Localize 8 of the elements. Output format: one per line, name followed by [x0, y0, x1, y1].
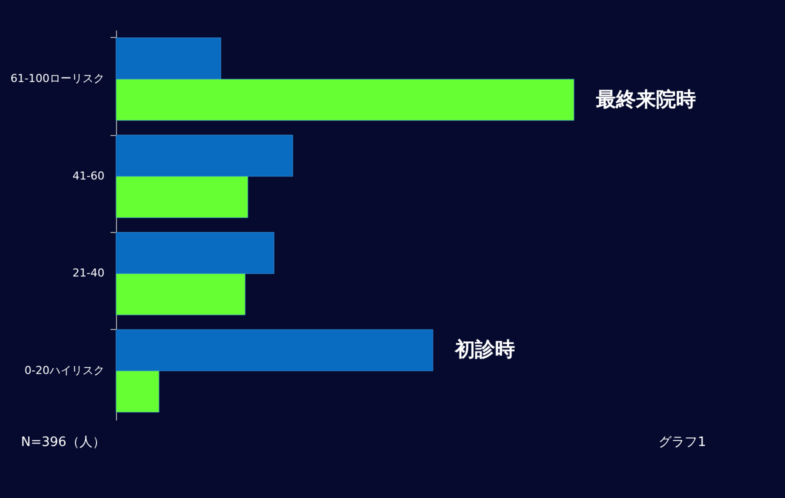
y-tick-label: 21-40	[72, 266, 104, 280]
series-label: 最終来院時	[595, 86, 696, 111]
text: N=396（人）	[21, 435, 106, 450]
y-tick-label: 0-20ハイリスク	[24, 364, 104, 377]
series-label: 初診時	[454, 337, 515, 362]
text: グラフ1	[658, 435, 706, 450]
y-tick-label: 41-60	[72, 169, 104, 182]
y-tick-label: 61-100ローリスク	[10, 72, 104, 86]
